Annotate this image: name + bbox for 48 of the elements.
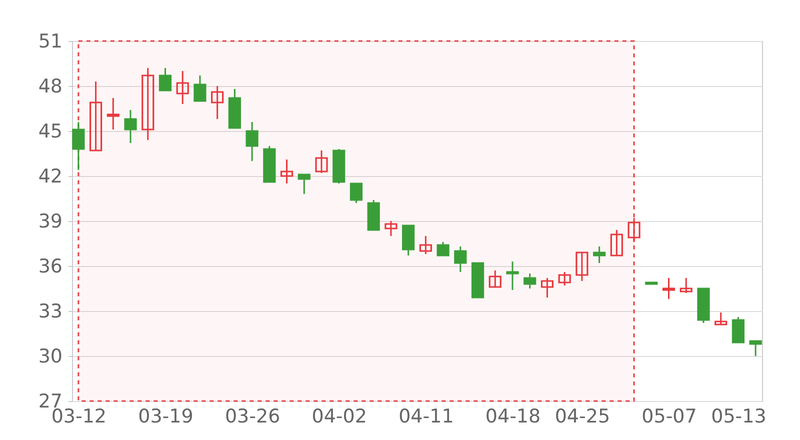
- candlestick: [194, 74, 206, 102]
- candlestick: [106, 97, 120, 130]
- candlestick: [246, 121, 258, 162]
- y-tick-label: 42: [38, 166, 62, 188]
- candlestick: [315, 150, 328, 174]
- candlestick: [488, 270, 502, 288]
- x-tick-label: 04-18: [485, 406, 541, 428]
- candlestick: [610, 229, 623, 256]
- candlestick: [506, 260, 519, 291]
- candlestick: [298, 174, 310, 195]
- x-tick-label: 04-25: [554, 406, 610, 428]
- candlestick: [436, 241, 450, 256]
- candlestick: [662, 277, 676, 300]
- candlestick: [454, 246, 467, 273]
- candlestick: [714, 312, 728, 326]
- candlestick: [628, 217, 640, 243]
- candlestick: [402, 224, 415, 256]
- y-tick-label: 33: [38, 300, 62, 322]
- candlestick: [419, 235, 432, 255]
- x-tick-label: 03-19: [138, 406, 194, 428]
- candlestick: [593, 246, 606, 264]
- x-tick-label: 04-02: [312, 406, 367, 428]
- candlestick: [124, 109, 137, 144]
- candlestick: [749, 340, 762, 357]
- candlestick: [350, 182, 363, 204]
- candlestick: [280, 158, 294, 184]
- candlestick: [142, 67, 154, 141]
- y-tick-label: 48: [38, 76, 62, 98]
- x-tick-label: 05-13: [711, 406, 766, 428]
- candlestick: [558, 271, 571, 286]
- candlestick: [384, 220, 398, 237]
- y-tick-label: 30: [38, 346, 62, 368]
- candlestick: [540, 277, 554, 298]
- y-tick-label: 36: [38, 256, 62, 278]
- x-tick-label: 03-26: [224, 406, 280, 428]
- candlestick: [680, 277, 692, 294]
- candlestick: [176, 70, 189, 105]
- y-tick-label: 39: [38, 210, 62, 232]
- x-tick-label: 04-11: [398, 406, 454, 428]
- candlestick: [211, 85, 224, 120]
- candlestick: [576, 252, 588, 282]
- x-tick-label: 05-07: [642, 406, 697, 428]
- candlestick: [158, 67, 172, 92]
- y-tick-label: 51: [38, 30, 62, 52]
- candlestick: [732, 316, 745, 344]
- candlestick: [89, 80, 102, 152]
- y-tick-label: 45: [38, 120, 62, 142]
- candlestick: [524, 272, 536, 290]
